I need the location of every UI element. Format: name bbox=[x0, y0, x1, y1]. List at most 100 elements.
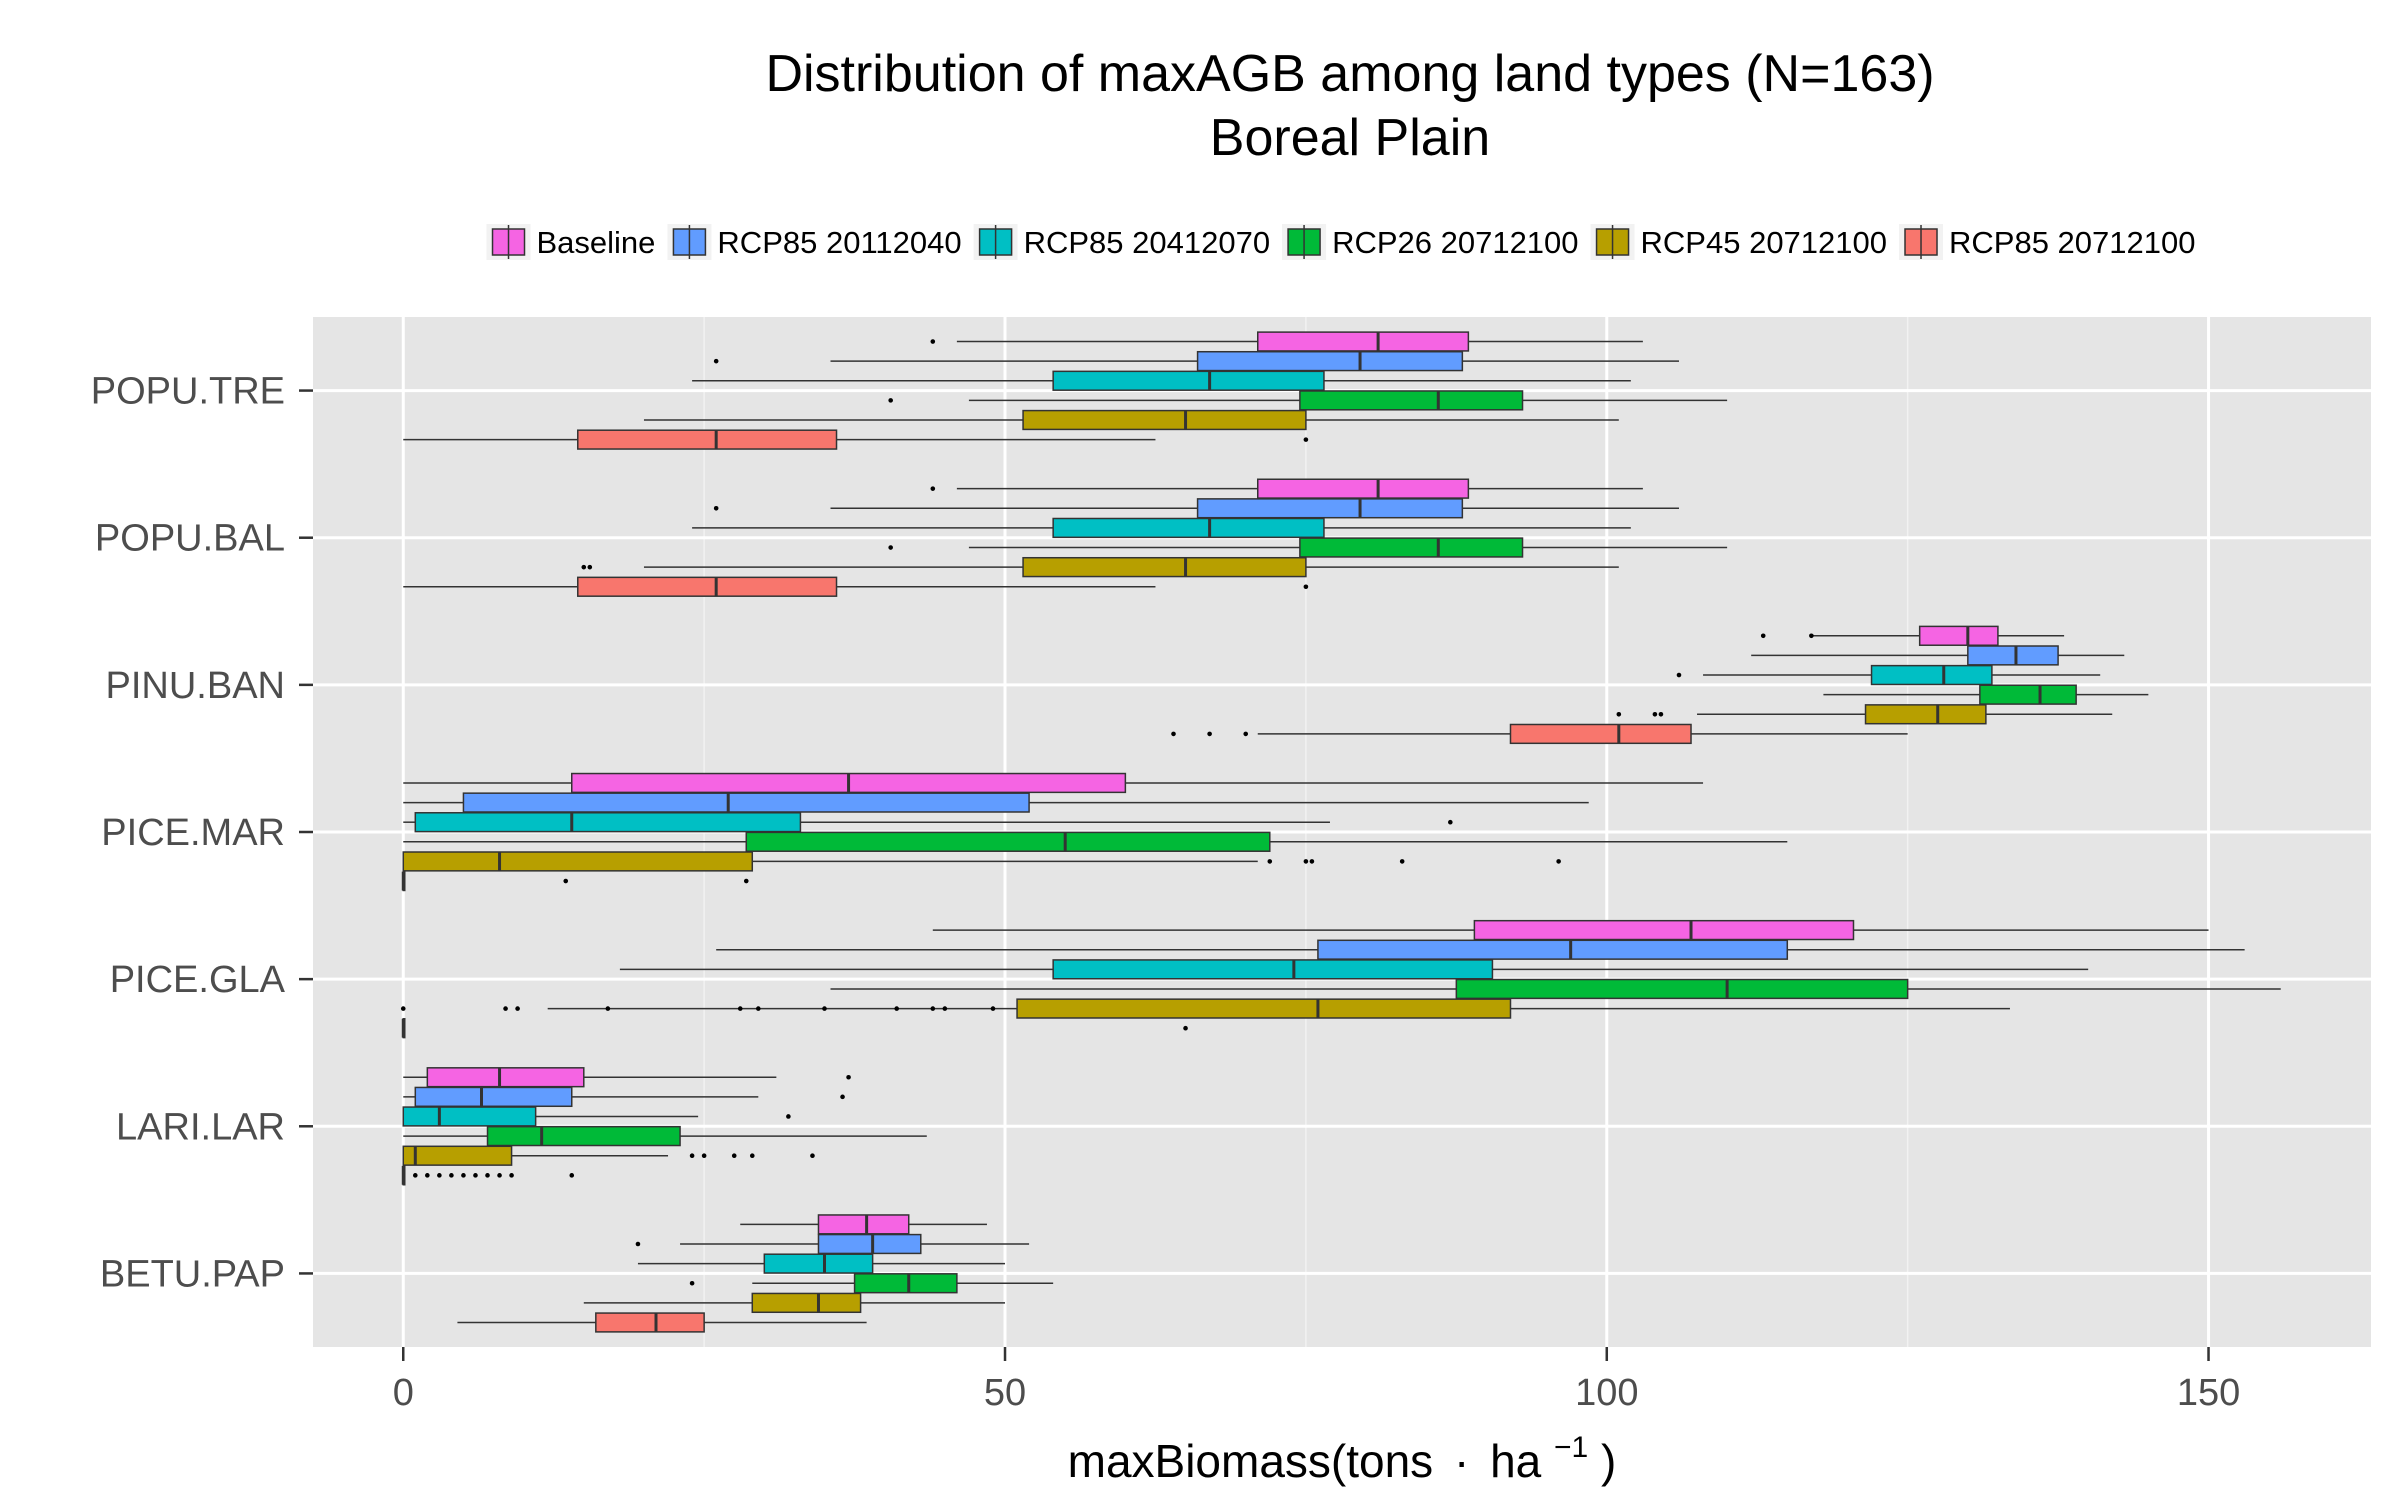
legend-item-rcp26-20712100: RCP26 20712100 bbox=[1282, 224, 1579, 260]
x-axis-label-dot: · bbox=[1454, 1435, 1469, 1487]
legend-label-baseline: Baseline bbox=[537, 225, 656, 260]
box-rcp85-20412070-pinu-ban-outlier-0 bbox=[1676, 672, 1682, 678]
y-tick-label-pinu-ban: PINU.BAN bbox=[106, 665, 285, 707]
box-rcp26-20712100-betu-pap bbox=[689, 1273, 1054, 1294]
box-baseline-betu-pap bbox=[740, 1214, 987, 1235]
box-baseline-popu-bal bbox=[930, 478, 1643, 499]
y-tick-label-pice-mar: PICE.MAR bbox=[101, 812, 285, 854]
box-rcp45-20712100-pice-gla-outlier-10 bbox=[990, 1006, 996, 1011]
box-baseline-popu-tre-outlier-0 bbox=[930, 339, 936, 344]
box-baseline-pice-gla bbox=[932, 919, 2209, 941]
box-baseline-pinu-ban bbox=[1760, 625, 2065, 646]
box-rcp85-20712100-pice-gla-outlier-0 bbox=[1183, 1025, 1188, 1031]
box-rcp45-20712100-popu-tre bbox=[643, 409, 1619, 431]
box-rcp85-20712100-pice-mar-outlier-0 bbox=[563, 878, 569, 884]
box-rcp85-20412070-popu-tre bbox=[692, 370, 1631, 391]
box-rcp85-20112040-pice-gla-iqr bbox=[1317, 939, 1789, 960]
box-rcp45-20712100-lari-lar-outlier-3 bbox=[749, 1153, 755, 1159]
box-rcp45-20712100-pice-mar-outlier-3 bbox=[1399, 859, 1405, 864]
box-rcp85-20112040-pinu-ban bbox=[1751, 645, 2125, 666]
series-rcp26-20712100 bbox=[403, 390, 2281, 1294]
box-rcp45-20712100-pinu-ban-outlier-0 bbox=[1616, 711, 1622, 717]
box-baseline-pice-gla-iqr bbox=[1473, 919, 1855, 941]
box-rcp85-20112040-pinu-ban-iqr bbox=[1967, 645, 2059, 666]
box-rcp26-20712100-pice-mar bbox=[403, 831, 1788, 852]
box-baseline-pinu-ban-outlier-0 bbox=[1760, 633, 1766, 639]
y-axis: POPU.TRE POPU.BAL PINU.BAN PICE.MAR PICE.GLA… bbox=[91, 371, 313, 1295]
legend-item-rcp85-20712100: RCP85 20712100 bbox=[1899, 224, 2195, 260]
x-axis-label-main: maxBiomass(tons bbox=[1068, 1435, 1434, 1487]
box-rcp85-20412070-popu-bal bbox=[692, 517, 1631, 539]
y-tick-label-pice-gla: PICE.GLA bbox=[110, 959, 286, 1001]
box-rcp26-20712100-popu-bal-iqr bbox=[1299, 537, 1524, 558]
box-rcp45-20712100-pice-mar-outlier-0 bbox=[1267, 859, 1273, 864]
box-rcp85-20712100-pice-mar-outlier-1 bbox=[743, 878, 749, 884]
box-rcp45-20712100-pinu-ban-outlier-1 bbox=[1652, 711, 1658, 717]
box-rcp45-20712100-pice-mar-outlier-1 bbox=[1303, 859, 1309, 864]
box-rcp26-20712100-popu-bal-outlier-0 bbox=[888, 545, 893, 550]
box-rcp85-20412070-lari-lar bbox=[402, 1106, 791, 1127]
box-rcp85-20412070-betu-pap bbox=[637, 1253, 1006, 1274]
box-rcp85-20712100-popu-tre bbox=[403, 429, 1309, 450]
box-rcp45-20712100-pice-gla-outlier-9 bbox=[942, 1006, 948, 1011]
box-rcp45-20712100-lari-lar-outlier-4 bbox=[810, 1153, 815, 1159]
box-rcp26-20712100-pice-gla-iqr bbox=[1455, 978, 1909, 1000]
box-rcp45-20712100-pice-gla-outlier-0 bbox=[400, 1006, 406, 1011]
box-rcp85-20712100-popu-bal-outlier-0 bbox=[1303, 584, 1309, 590]
legend-label-rcp85-20112040: RCP85 20112040 bbox=[717, 225, 961, 260]
box-rcp45-20712100-pice-mar-iqr bbox=[402, 851, 754, 872]
box-baseline-lari-lar bbox=[403, 1067, 851, 1088]
series-rcp45-20712100 bbox=[400, 409, 2113, 1314]
box-rcp85-20412070-popu-tre-iqr bbox=[1052, 370, 1325, 391]
box-rcp85-20712100-betu-pap-iqr bbox=[595, 1312, 705, 1333]
box-rcp26-20712100-popu-tre-outlier-0 bbox=[888, 398, 893, 403]
box-rcp85-20712100-lari-lar-outlier-5 bbox=[473, 1173, 478, 1178]
box-rcp45-20712100-lari-lar bbox=[402, 1145, 815, 1166]
box-rcp85-20412070-popu-bal-iqr bbox=[1052, 517, 1325, 539]
legend-label-rcp45-20712100: RCP45 20712100 bbox=[1641, 225, 1887, 260]
box-rcp45-20712100-pice-gla-outlier-8 bbox=[930, 1006, 936, 1011]
box-rcp85-20712100-lari-lar-outlier-9 bbox=[569, 1173, 575, 1178]
box-rcp45-20712100-pice-gla-iqr bbox=[1016, 998, 1512, 1019]
box-rcp26-20712100-betu-pap-iqr bbox=[853, 1273, 958, 1294]
box-rcp85-20712100-pice-gla bbox=[401, 1018, 1188, 1039]
box-rcp85-20412070-pice-gla-iqr bbox=[1052, 959, 1494, 980]
y-tick-label-popu-bal: POPU.BAL bbox=[95, 518, 285, 560]
box-rcp85-20712100-betu-pap bbox=[457, 1312, 867, 1333]
box-rcp85-20112040-pice-gla bbox=[716, 939, 2245, 960]
series-baseline bbox=[403, 331, 2209, 1235]
box-baseline-lari-lar-outlier-0 bbox=[846, 1074, 851, 1080]
legend-label-rcp26-20712100: RCP26 20712100 bbox=[1332, 225, 1578, 260]
box-rcp85-20712100-lari-lar-outlier-3 bbox=[449, 1173, 454, 1178]
box-rcp85-20412070-lari-lar-iqr bbox=[402, 1106, 537, 1127]
box-rcp45-20712100-lari-lar-outlier-0 bbox=[689, 1153, 695, 1159]
box-rcp45-20712100-pice-gla-outlier-7 bbox=[894, 1006, 900, 1011]
box-rcp45-20712100-pice-mar-outlier-2 bbox=[1309, 859, 1315, 864]
box-rcp85-20112040-lari-lar bbox=[403, 1086, 845, 1108]
box-rcp26-20712100-lari-lar-iqr bbox=[486, 1125, 681, 1147]
box-rcp85-20412070-pice-mar-iqr bbox=[414, 812, 802, 833]
box-rcp85-20112040-pice-mar-iqr bbox=[462, 792, 1030, 813]
box-rcp45-20712100-pinu-ban-iqr bbox=[1864, 704, 1987, 725]
box-rcp85-20112040-popu-bal-outlier-0 bbox=[713, 505, 719, 511]
chart-subtitle: Boreal Plain bbox=[1209, 109, 1491, 167]
box-rcp26-20712100-pinu-ban bbox=[1823, 684, 2149, 705]
box-rcp85-20712100-lari-lar-outlier-2 bbox=[437, 1173, 442, 1178]
box-rcp85-20712100-pinu-ban-outlier-0 bbox=[1171, 731, 1176, 737]
box-rcp85-20712100-lari-lar bbox=[401, 1165, 575, 1186]
box-rcp45-20712100-pice-gla bbox=[400, 998, 2010, 1019]
box-rcp85-20412070-betu-pap-iqr bbox=[763, 1253, 874, 1274]
chart-title: Distribution of maxAGB among land types … bbox=[765, 45, 1935, 103]
box-rcp85-20712100-pinu-ban bbox=[1171, 723, 1908, 745]
box-rcp85-20112040-pice-mar bbox=[403, 792, 1589, 813]
box-rcp45-20712100-lari-lar-outlier-2 bbox=[731, 1153, 737, 1159]
box-rcp85-20112040-popu-tre bbox=[713, 350, 1679, 372]
x-axis-label-close: ) bbox=[1601, 1435, 1616, 1487]
box-rcp45-20712100-pice-gla-outlier-4 bbox=[737, 1006, 743, 1011]
box-rcp85-20712100-lari-lar-outlier-1 bbox=[425, 1173, 430, 1178]
box-rcp45-20712100-popu-bal-outlier-1 bbox=[587, 564, 593, 570]
legend-item-rcp85-20112040: RCP85 20112040 bbox=[667, 224, 962, 260]
box-rcp85-20412070-pice-mar bbox=[403, 812, 1453, 833]
x-axis-label-sup: −1 bbox=[1554, 1431, 1588, 1464]
x-axis-label-unit: ha bbox=[1490, 1435, 1542, 1487]
